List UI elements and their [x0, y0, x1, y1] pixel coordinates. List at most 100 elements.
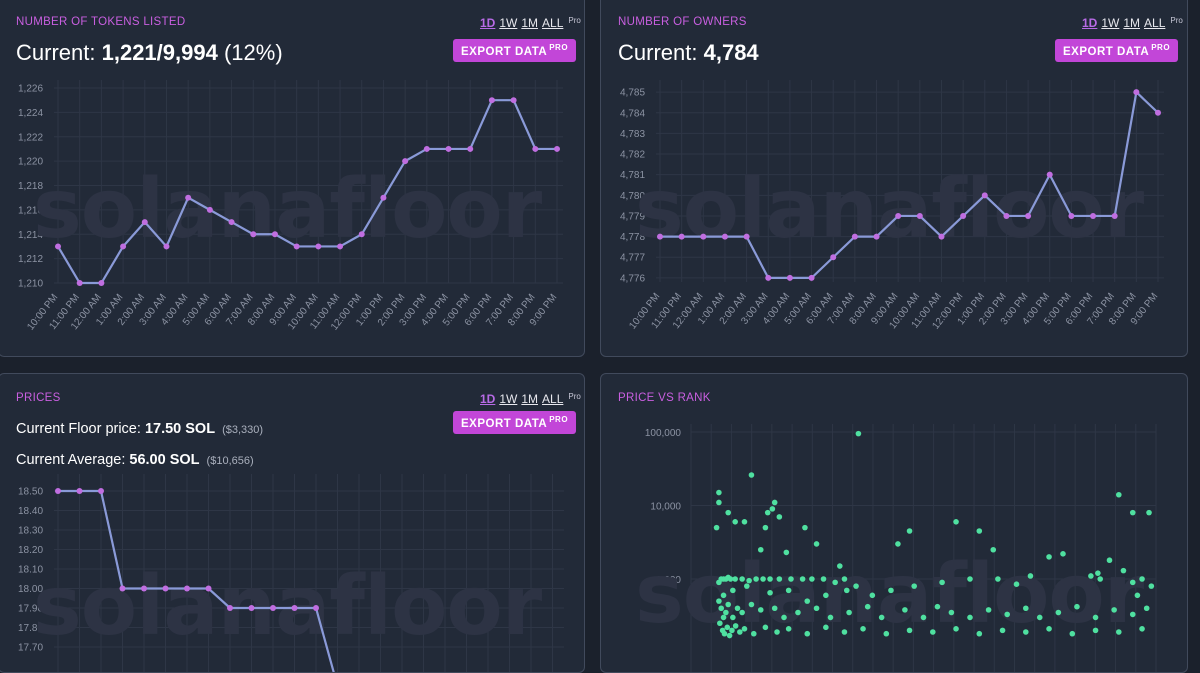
- y-tick-label: 4,776: [620, 273, 645, 284]
- data-point: [358, 231, 365, 238]
- data-point: [1111, 212, 1118, 219]
- scatter-point: [1013, 581, 1020, 587]
- scatter-point: [802, 524, 808, 531]
- scatter-point: [726, 632, 733, 639]
- data-point: [248, 605, 255, 611]
- scatter-point: [902, 607, 908, 613]
- scatter-point: [771, 499, 778, 506]
- scatter-point: [788, 576, 794, 582]
- price-rank-scatter: 1,000 10,000 100,000 solanafloor: [635, 424, 1157, 672]
- export-data-button[interactable]: EXPORT DATA PRO: [453, 411, 577, 434]
- scatter-point: [753, 576, 759, 582]
- data-point: [271, 231, 278, 238]
- data-point: [55, 488, 61, 494]
- scatter-point: [750, 630, 757, 637]
- range-selector: 1D 1W 1M ALL Pro: [480, 16, 581, 30]
- scatter-point: [776, 576, 783, 582]
- scatter-point: [785, 587, 792, 594]
- range-1w[interactable]: 1W: [499, 392, 518, 406]
- data-point: [184, 585, 190, 592]
- scatter-point: [720, 592, 727, 599]
- y-tick-label: 18.00: [18, 584, 43, 595]
- scatter-point: [1095, 570, 1101, 576]
- data-point: [873, 233, 880, 240]
- scatter-point: [767, 576, 773, 582]
- scatter-point: [748, 472, 755, 478]
- export-data-button[interactable]: EXPORT DATA PRO: [1055, 39, 1179, 62]
- data-point: [315, 243, 322, 250]
- y-tick-label: 4,781: [620, 170, 645, 181]
- scatter-point: [737, 629, 743, 635]
- data-point: [765, 274, 772, 281]
- scatter-point: [804, 598, 811, 604]
- scatter-point: [723, 609, 729, 616]
- scatter-point: [757, 607, 764, 613]
- pro-tag: Pro: [568, 392, 581, 401]
- y-tick-label: 4,777: [620, 253, 645, 264]
- data-point: [1046, 171, 1053, 178]
- export-data-button[interactable]: EXPORT DATA PRO: [453, 39, 577, 62]
- scatter-point: [888, 587, 894, 594]
- range-1m[interactable]: 1M: [521, 392, 539, 406]
- series-line: [58, 489, 335, 672]
- scatter-point: [718, 605, 725, 612]
- scatter-point: [841, 576, 848, 582]
- range-1d[interactable]: 1D: [480, 16, 496, 30]
- range-all[interactable]: ALL: [1144, 16, 1166, 30]
- y-tick-label: 1,218: [18, 181, 43, 192]
- scatter-point: [795, 609, 801, 616]
- scatter-point: [799, 576, 806, 582]
- range-all[interactable]: ALL: [542, 392, 564, 406]
- scatter-point: [855, 430, 862, 437]
- data-point: [141, 219, 148, 226]
- tokens-listed-panel: NUMBER OF TOKENS LISTED 1D 1W 1M ALL Pro …: [0, 0, 585, 357]
- owners-line-chart: 4,776 4,777 4,778 4,779 4,780 4,781 4,782 4,783…: [620, 80, 1164, 332]
- scatter-point: [1106, 557, 1113, 564]
- data-point: [532, 145, 539, 152]
- data-point: [938, 233, 945, 240]
- scatter-point: [1004, 611, 1010, 618]
- scatter-point: [1134, 592, 1141, 599]
- series-line: [660, 89, 1159, 279]
- scatter-point: [869, 592, 876, 599]
- scatter-point: [939, 579, 945, 586]
- scatter-point: [716, 489, 722, 496]
- range-1m[interactable]: 1M: [521, 16, 539, 30]
- range-all[interactable]: ALL: [542, 16, 564, 30]
- data-point: [1003, 212, 1010, 219]
- scatter-point: [967, 576, 973, 582]
- range-1m[interactable]: 1M: [1123, 16, 1141, 30]
- scatter-point: [804, 630, 811, 637]
- scatter-point: [823, 624, 829, 631]
- y-tick-label: 1,216: [18, 205, 43, 216]
- current-tokens: Current: 1,221/9,994 (12%): [16, 40, 283, 65]
- data-point: [554, 145, 560, 152]
- y-tick-label: 4,785: [620, 88, 645, 99]
- data-point: [76, 280, 83, 286]
- scatter-point: [1092, 614, 1099, 621]
- scatter-point: [864, 603, 871, 610]
- scatter-point: [783, 549, 790, 556]
- data-point: [163, 243, 170, 250]
- range-1w[interactable]: 1W: [1101, 16, 1120, 30]
- scatter-point: [741, 626, 748, 632]
- y-tick-label: 4,778: [620, 232, 645, 243]
- y-tick-label: 18.10: [18, 565, 43, 576]
- data-point: [895, 212, 902, 219]
- scatter-point: [732, 623, 739, 629]
- scatter-point: [1097, 576, 1103, 582]
- y-tick-label: 10,000: [650, 502, 681, 513]
- range-1d[interactable]: 1D: [480, 392, 496, 406]
- data-point: [98, 280, 105, 286]
- data-point: [510, 97, 517, 104]
- y-tick-label: 1,210: [18, 279, 43, 290]
- range-1d[interactable]: 1D: [1082, 16, 1098, 30]
- scatter-point: [1092, 627, 1099, 634]
- watermark: solanafloor: [635, 547, 1145, 642]
- range-1w[interactable]: 1W: [499, 16, 518, 30]
- scatter-point: [920, 614, 927, 621]
- scatter-point: [906, 627, 913, 634]
- scatter-point: [878, 614, 885, 621]
- scatter-point: [823, 592, 829, 599]
- data-point: [916, 212, 923, 219]
